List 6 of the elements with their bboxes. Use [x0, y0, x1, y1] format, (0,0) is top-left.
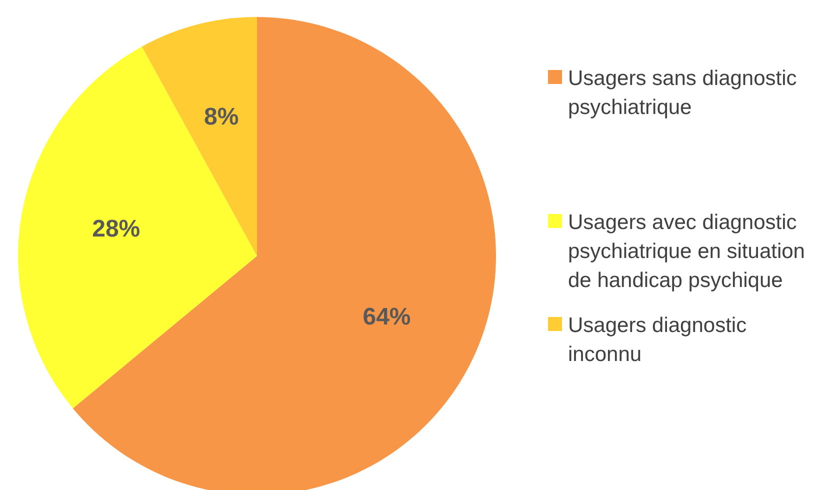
legend-label: Usagers avec diagnostic psychiatrique en situation de handicap psychique [568, 210, 806, 294]
data-label: 8% [204, 104, 239, 131]
data-label: 28% [92, 216, 140, 243]
legend-label: Usagers diagnostic inconnu [568, 313, 748, 368]
data-label: 64% [362, 304, 411, 331]
legend-label: Usagers sans diagnostic psychiatrique [568, 66, 798, 121]
